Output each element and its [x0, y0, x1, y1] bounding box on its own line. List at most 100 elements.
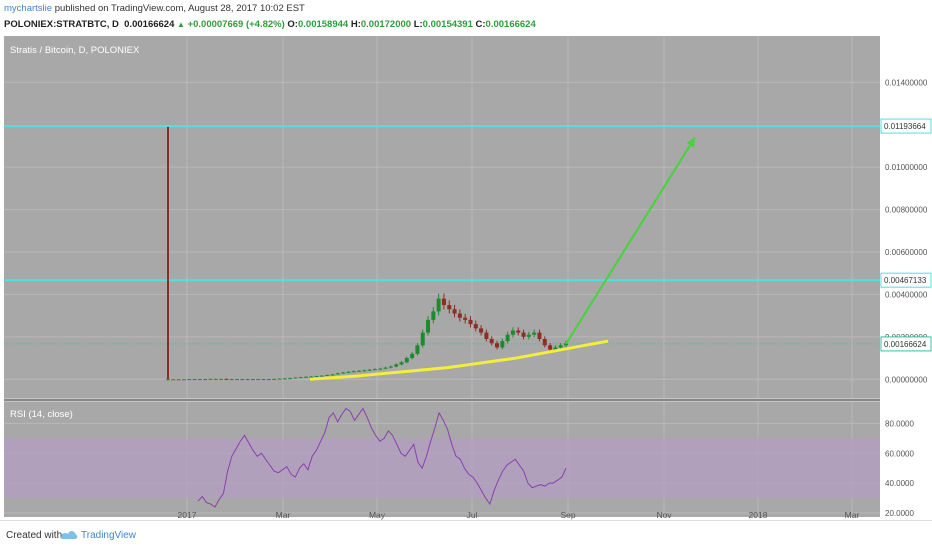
publication-line: mychartslie published on TradingView.com… — [4, 3, 305, 14]
open-value: 0.00158944 — [297, 19, 349, 30]
time-axis-tick: Mar — [845, 510, 860, 520]
candle-body — [415, 345, 420, 354]
candle-body — [495, 343, 500, 348]
candle-body — [372, 369, 377, 371]
candle-body — [293, 377, 298, 379]
candle-body — [367, 369, 372, 371]
candle-body — [394, 364, 399, 367]
price-axis-labels: 0.01400000 0.01000000 0.00800000 0.00600000… — [880, 78, 932, 384]
candle-body — [213, 378, 218, 380]
candle-body — [341, 372, 346, 374]
candle-body — [219, 378, 224, 380]
projection-arrow[interactable] — [565, 136, 696, 345]
candle-body — [192, 379, 197, 381]
time-axis-tick: Nov — [656, 510, 672, 520]
price-label-text: 0.01193664 — [884, 122, 926, 131]
candle-body — [505, 334, 510, 342]
close-label: C: — [475, 19, 486, 30]
candle-body — [420, 332, 425, 346]
open-label: O: — [287, 19, 298, 30]
price-axis-tick: 0.00400000 — [885, 290, 928, 299]
candle-body — [426, 319, 431, 333]
candle-body — [245, 379, 250, 381]
rsi-axis-labels: 80.0000 60.0000 40.0000 20.0000 — [885, 419, 914, 518]
price-axis-tick: 0.00800000 — [885, 206, 928, 215]
price-label-box — [880, 272, 932, 288]
candle-body — [362, 370, 367, 372]
price-axis-tick: 0.01400000 — [885, 78, 928, 87]
candle-body — [516, 330, 521, 333]
candle-body — [510, 330, 515, 335]
created-with-label: Created with — [6, 530, 63, 541]
candle-body — [234, 379, 239, 381]
candle-body — [532, 332, 537, 335]
candle-body — [266, 379, 271, 381]
price-axis-tick: 0.00000000 — [885, 375, 928, 384]
candle-body — [303, 376, 308, 378]
candles — [166, 293, 568, 381]
candle-body — [282, 378, 287, 380]
price-label-box — [880, 118, 932, 134]
published-text: published on TradingView.com, August 28,… — [54, 3, 305, 14]
candle-body — [447, 305, 452, 310]
symbol-label: POLONIEX:STRATBTC, D — [4, 19, 119, 30]
candle-body — [203, 379, 208, 381]
price-axis-tick: 0.00600000 — [885, 248, 928, 257]
candle-body — [410, 353, 415, 359]
support-trendline[interactable] — [309, 339, 609, 381]
price-label-text: 0.00467133 — [884, 276, 927, 285]
candle-body — [388, 366, 393, 368]
triangle-up-icon: ▲ — [177, 20, 185, 29]
candle-body — [346, 371, 351, 373]
candle-body — [176, 379, 181, 381]
projection-arrowhead — [686, 137, 695, 148]
time-axis-tick: Mar — [276, 510, 291, 520]
candle-body — [457, 313, 462, 318]
tradingview-logo-icon[interactable] — [60, 527, 78, 541]
rsi-axis-tick: 20.0000 — [885, 509, 914, 518]
candle-body — [484, 332, 489, 339]
price-axis-tick: 0.01000000 — [885, 163, 928, 172]
candle-body — [166, 379, 170, 381]
rsi-pane-title: RSI (14, close) — [10, 409, 73, 420]
time-axis-labels: 2017 Mar May Jul Sep Nov 2018 Mar — [178, 510, 860, 520]
candle-body — [473, 324, 478, 329]
time-axis-tick: Sep — [560, 510, 575, 520]
footer: Created with TradingView — [0, 520, 932, 551]
candle-body — [452, 309, 457, 314]
candle-body — [383, 367, 388, 369]
rsi-line — [197, 407, 567, 508]
high-value: 0.00172000 — [360, 19, 412, 30]
candle-body — [404, 358, 409, 363]
candle-body — [314, 376, 319, 378]
candle-body — [479, 328, 484, 333]
candle-body — [431, 311, 436, 320]
price-pane-title: Stratis / Bitcoin, D, POLONIEX — [10, 45, 140, 56]
candle-body — [197, 379, 202, 381]
price-pane-bg — [4, 36, 880, 398]
candle-body — [261, 379, 266, 381]
chart-header: mychartslie published on TradingView.com… — [4, 2, 928, 36]
candle-body — [558, 345, 563, 348]
rsi-axis-tick: 40.0000 — [885, 479, 914, 488]
candle-body — [441, 298, 446, 306]
candle-body — [553, 347, 558, 350]
candle-body — [208, 378, 213, 380]
candle-body — [330, 374, 335, 376]
tradingview-brand[interactable]: TradingView — [81, 530, 137, 541]
candle-body — [468, 319, 473, 325]
chart-area[interactable]: Stratis / Bitcoin, D, POLONIEX RSI (14, … — [0, 36, 932, 520]
price-label-box — [880, 336, 932, 352]
author-link[interactable]: mychartslie — [4, 3, 53, 14]
candle-body — [500, 341, 505, 348]
low-value: 0.00154391 — [422, 19, 473, 30]
candle-body — [187, 379, 192, 381]
price-change: +0.00007669 (+4.82%) — [187, 19, 285, 30]
rsi-axis-tick: 80.0000 — [885, 419, 914, 428]
candle-body — [548, 345, 553, 350]
candle-body — [463, 317, 468, 320]
candle-body — [240, 379, 245, 381]
candle-body — [224, 378, 229, 380]
candle-body — [181, 379, 186, 381]
candle-body — [436, 298, 441, 312]
